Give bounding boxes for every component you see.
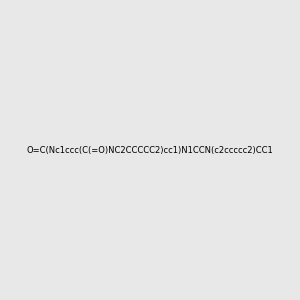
Text: O=C(Nc1ccc(C(=O)NC2CCCCC2)cc1)N1CCN(c2ccccc2)CC1: O=C(Nc1ccc(C(=O)NC2CCCCC2)cc1)N1CCN(c2cc… xyxy=(27,146,273,154)
